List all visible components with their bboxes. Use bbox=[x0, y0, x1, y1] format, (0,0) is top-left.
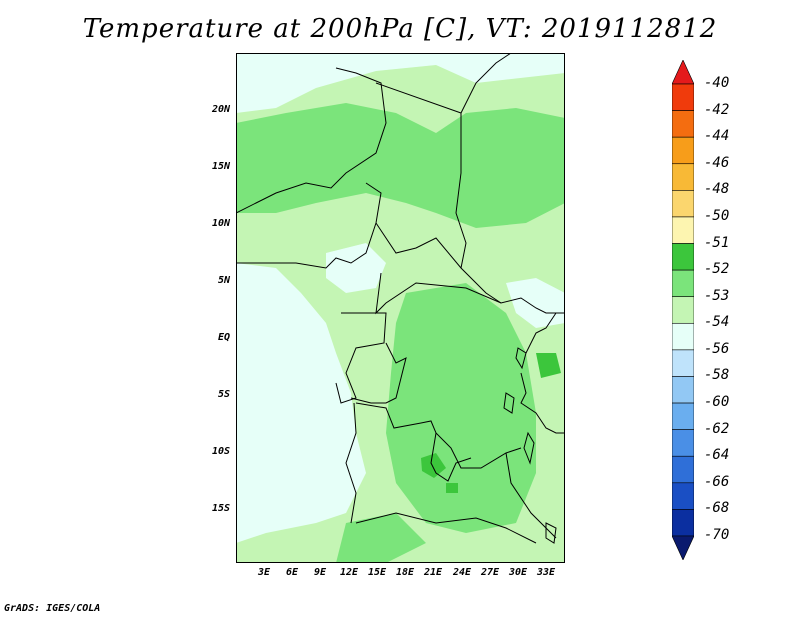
colorbar-swatch bbox=[672, 535, 694, 560]
x-tick-label: 3E bbox=[257, 567, 271, 578]
colorbar-label: -54 bbox=[704, 314, 730, 331]
cold-region-east bbox=[506, 278, 565, 328]
x-tick-label: 6E bbox=[285, 567, 299, 578]
y-tick-label: 5S bbox=[217, 389, 230, 400]
colorbar-swatch bbox=[672, 376, 694, 404]
colorbar-label: -53 bbox=[704, 287, 730, 304]
colorbar-label: -68 bbox=[704, 500, 730, 517]
colorbar-swatch bbox=[672, 136, 694, 165]
x-tick-label: 15E bbox=[367, 567, 387, 578]
colorbar-swatch bbox=[672, 349, 694, 377]
x-tick-label: 21E bbox=[423, 567, 443, 578]
colorbar-label: -51 bbox=[704, 234, 730, 251]
y-tick-label: 10N bbox=[211, 218, 230, 229]
warm-region-southwest bbox=[336, 513, 426, 563]
colorbar-label: -64 bbox=[704, 447, 730, 464]
colorbar-label: -48 bbox=[704, 181, 730, 198]
colorbar-swatch bbox=[672, 429, 694, 457]
x-tick-label: 24E bbox=[452, 567, 472, 578]
map-frame bbox=[236, 53, 565, 563]
colorbar-label: -58 bbox=[704, 367, 730, 384]
colorbar-label: -50 bbox=[704, 207, 730, 224]
cold-region-west bbox=[236, 263, 366, 543]
colorbar-swatch bbox=[672, 402, 694, 430]
colorbar-label: -44 bbox=[704, 128, 730, 145]
colorbar-swatch bbox=[672, 296, 694, 324]
x-tick-label: 33E bbox=[536, 567, 556, 578]
colorbar bbox=[672, 60, 694, 560]
colorbar-swatch bbox=[672, 163, 694, 191]
colorbar-swatch bbox=[672, 83, 694, 111]
y-tick-label: 15S bbox=[211, 503, 230, 514]
colorbar-swatch bbox=[672, 243, 694, 271]
colorbar-label: -62 bbox=[704, 420, 730, 437]
y-tick-label: EQ bbox=[217, 332, 230, 343]
cold-region-central bbox=[326, 243, 386, 293]
x-tick-label: 12E bbox=[339, 567, 359, 578]
colorbar-label: -60 bbox=[704, 394, 730, 411]
y-tick-label: 15N bbox=[211, 161, 230, 172]
colorbar-label: -70 bbox=[704, 527, 730, 543]
colorbar-swatch bbox=[672, 190, 694, 218]
colorbar-swatch bbox=[672, 269, 694, 298]
x-tick-label: 18E bbox=[395, 567, 415, 578]
y-tick-label: 10S bbox=[211, 446, 230, 457]
map-title: Temperature at 200hPa [C], VT: 201911281… bbox=[82, 14, 718, 44]
warmest-patch-3 bbox=[446, 483, 458, 493]
colorbar-swatch bbox=[672, 322, 694, 351]
cold-region-north bbox=[236, 53, 565, 113]
y-tick-label: 5N bbox=[217, 275, 230, 286]
warm-region-sahel bbox=[236, 103, 565, 228]
colorbar-label: -42 bbox=[704, 101, 730, 118]
colorbar-label: -52 bbox=[704, 261, 730, 278]
colorbar-swatch bbox=[672, 509, 694, 537]
warmest-patch-1 bbox=[421, 453, 446, 478]
colorbar-swatch bbox=[672, 216, 694, 244]
x-tick-label: 9E bbox=[313, 567, 327, 578]
colorbar-label: -56 bbox=[704, 340, 730, 357]
colorbar-swatch bbox=[672, 482, 694, 510]
country-borders bbox=[236, 53, 565, 544]
colorbar-swatch bbox=[672, 455, 694, 484]
colorbar-label: -66 bbox=[704, 473, 730, 490]
warmest-patch-2 bbox=[536, 353, 561, 378]
colorbar-swatch bbox=[672, 110, 694, 138]
x-tick-label: 30E bbox=[508, 567, 528, 578]
y-tick-label: 20N bbox=[211, 104, 230, 115]
x-tick-label: 27E bbox=[480, 567, 500, 578]
lakes bbox=[503, 347, 557, 544]
temperature-map bbox=[236, 53, 565, 563]
colorbar-swatch bbox=[672, 60, 694, 85]
credit-label: GrADS: IGES/COLA bbox=[4, 603, 101, 614]
colorbar-label: -40 bbox=[704, 75, 730, 91]
colorbar-label: -46 bbox=[704, 154, 730, 171]
